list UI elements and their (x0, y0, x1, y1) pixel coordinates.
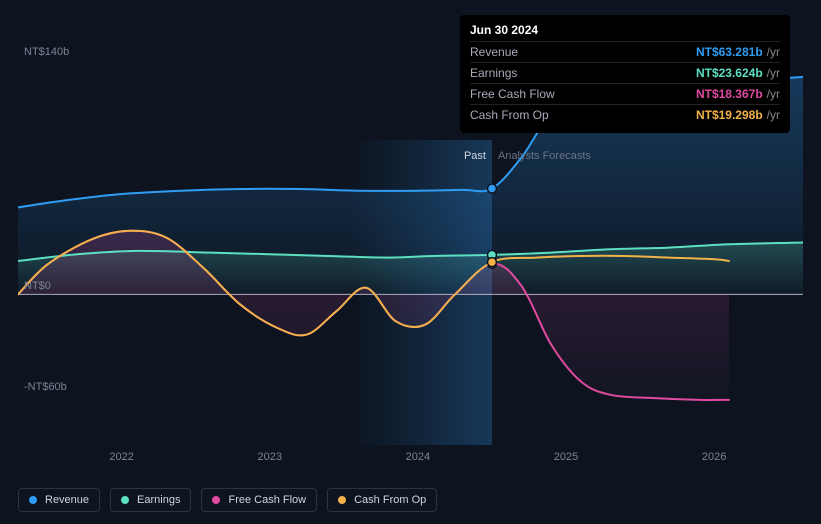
tooltip-row: Earnings NT$23.624b/yr (470, 62, 780, 83)
past-label: Past (464, 150, 486, 162)
tooltip-metric-value: NT$18.367b (696, 87, 763, 101)
y-axis-label: -NT$60b (24, 381, 67, 393)
tooltip-metric-suffix: /yr (767, 45, 780, 59)
tooltip-metric-suffix: /yr (767, 66, 780, 80)
legend-item-cfo[interactable]: Cash From Op (327, 488, 437, 512)
chart-legend: Revenue Earnings Free Cash Flow Cash From O… (18, 488, 437, 512)
tooltip-row: Free Cash Flow NT$18.367b/yr (470, 83, 780, 104)
x-axis-label: 2022 (109, 451, 133, 463)
tooltip-metric-value: NT$63.281b (696, 45, 763, 59)
x-axis-label: 2025 (554, 451, 578, 463)
x-axis-label: 2026 (702, 451, 726, 463)
legend-dot-icon (338, 496, 346, 504)
forecast-label: Analysts Forecasts (498, 150, 591, 162)
x-axis-label: 2023 (258, 451, 282, 463)
tooltip-date: Jun 30 2024 (470, 23, 780, 37)
tooltip-metric-label: Cash From Op (470, 108, 549, 122)
legend-label: Free Cash Flow (228, 494, 306, 506)
legend-item-fcf[interactable]: Free Cash Flow (201, 488, 317, 512)
tooltip-row: Revenue NT$63.281b/yr (470, 41, 780, 62)
tooltip-metric-value: NT$23.624b (696, 66, 763, 80)
legend-label: Revenue (45, 494, 89, 506)
tooltip-metric-suffix: /yr (767, 87, 780, 101)
tooltip-metric-value: NT$19.298b (696, 108, 763, 122)
legend-dot-icon (121, 496, 129, 504)
legend-dot-icon (212, 496, 220, 504)
legend-item-earnings[interactable]: Earnings (110, 488, 191, 512)
tooltip-metric-label: Earnings (470, 66, 517, 80)
tooltip-row: Cash From Op NT$19.298b/yr (470, 104, 780, 125)
tooltip-metric-suffix: /yr (767, 108, 780, 122)
legend-dot-icon (29, 496, 37, 504)
legend-label: Earnings (137, 494, 180, 506)
chart-tooltip: Jun 30 2024 RevenueNT$63.281b/yrEarnings… (460, 15, 790, 133)
tooltip-metric-label: Free Cash Flow (470, 87, 555, 101)
y-axis-label: NT$140b (24, 46, 69, 58)
y-axis-label: NT$0 (24, 280, 51, 292)
tooltip-metric-label: Revenue (470, 45, 518, 59)
x-axis-label: 2024 (406, 451, 430, 463)
legend-label: Cash From Op (354, 494, 426, 506)
legend-item-revenue[interactable]: Revenue (18, 488, 100, 512)
